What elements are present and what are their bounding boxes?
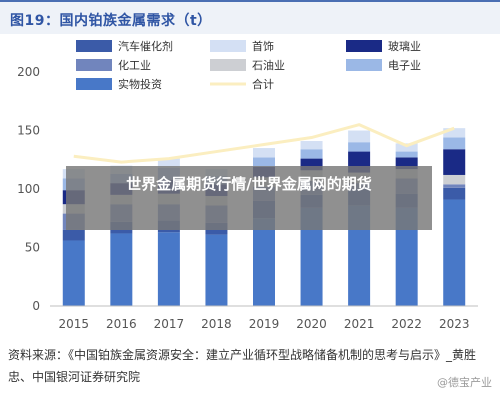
legend-label: 电子业	[388, 59, 421, 72]
bar-segment	[395, 143, 418, 152]
legend-swatch	[210, 40, 246, 52]
overlay-banner-text: 世界金属期货行情/世界金属网的期货	[126, 175, 372, 193]
legend-swatch	[76, 59, 112, 71]
x-tick-label: 2018	[201, 317, 232, 331]
y-tick-label: 50	[25, 241, 40, 255]
bar-segment	[157, 158, 180, 168]
legend-label: 汽车催化剂	[118, 39, 173, 53]
y-tick-label: 100	[17, 182, 40, 196]
source-note: 资料来源：《中国铂族金属资源安全：建立产业循环型战略储备机制的思考与启示》_黄胜…	[8, 348, 477, 384]
bar-segment	[157, 232, 180, 306]
bar-segment	[300, 158, 323, 171]
bar-segment	[395, 207, 418, 306]
x-tick-label: 2020	[296, 317, 327, 331]
bar-segment	[253, 218, 275, 306]
bar-segment	[110, 233, 133, 306]
bar-segment	[348, 205, 371, 306]
chart-title: 图19：国内铂族金属需求（t）	[10, 13, 212, 29]
legend-label: 实物投资	[118, 77, 162, 91]
x-tick-label: 2019	[249, 317, 280, 331]
legend-label: 合计	[252, 77, 274, 91]
bar-segment	[300, 149, 323, 159]
x-tick-label: 2017	[154, 317, 185, 331]
bar-segment	[62, 229, 85, 241]
legend-swatch	[76, 40, 112, 52]
legend-label: 石油业	[252, 58, 285, 72]
title-bar: 图19：国内铂族金属需求（t）	[0, 0, 500, 34]
x-tick-label: 2015	[59, 317, 90, 331]
bar-segment	[300, 207, 323, 306]
watermark: @德宝产业	[437, 376, 492, 389]
bar-segment	[443, 174, 466, 185]
legend-label: 玻璃业	[388, 39, 421, 53]
bar-segment	[443, 199, 466, 306]
legend-swatch	[346, 59, 382, 71]
y-tick-label: 200	[17, 65, 40, 79]
legend-label: 首饰	[252, 39, 274, 53]
bar-segment	[395, 151, 418, 158]
legend-swatch	[346, 40, 382, 52]
bar-segment	[300, 141, 323, 150]
legend-swatch	[76, 78, 112, 90]
bar-segment	[253, 157, 275, 167]
bar-segment	[62, 240, 85, 306]
x-tick-label: 2016	[106, 317, 137, 331]
bar-segment	[253, 148, 275, 158]
x-tick-label: 2022	[391, 317, 422, 331]
bar-segment	[443, 184, 466, 188]
bar-segment	[348, 142, 371, 152]
y-tick-label: 0	[32, 299, 40, 313]
bar-segment	[443, 149, 466, 175]
legend-label: 化工业	[118, 58, 151, 72]
bar-segment	[395, 157, 418, 170]
bar-segment	[443, 187, 466, 200]
bar-segment	[443, 128, 466, 138]
overlay-banner: 世界金属期货行情/世界金属网的期货	[66, 166, 432, 230]
bar-segment	[443, 137, 466, 150]
bar-segment	[348, 130, 371, 143]
legend-swatch	[210, 59, 246, 71]
x-tick-label: 2023	[439, 317, 470, 331]
y-tick-label: 150	[17, 124, 40, 138]
x-tick-label: 2021	[344, 317, 375, 331]
bar-segment	[205, 234, 228, 306]
